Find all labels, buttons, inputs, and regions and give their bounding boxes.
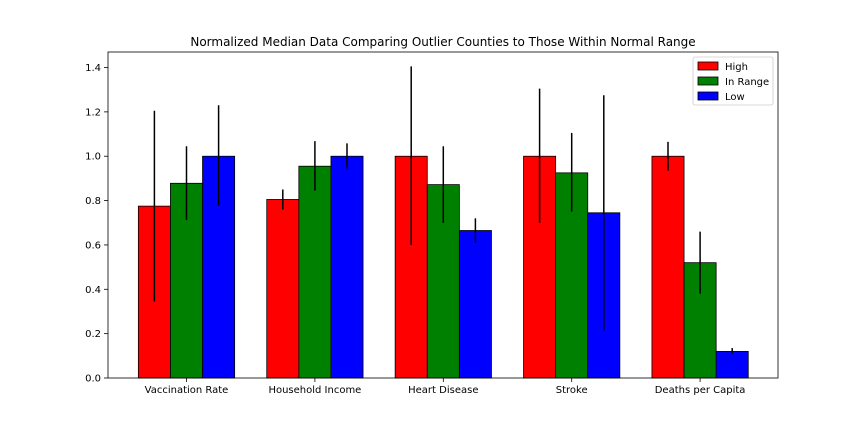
plot-frame <box>107 51 779 379</box>
bar-high-household-income <box>266 199 300 379</box>
x-tick-label-heart-disease: Heart Disease <box>408 385 478 396</box>
legend-label-in-range: In Range <box>725 77 769 88</box>
x-tick-label-vaccination-rate: Vaccination Rate <box>145 385 229 396</box>
legend-swatch-high <box>697 61 719 71</box>
bar-in-range-household-income <box>298 165 332 379</box>
x-tick-label-household-income: Household Income <box>268 385 361 396</box>
bars-layer <box>137 155 749 379</box>
bar-high-deaths-per-capita <box>651 155 685 379</box>
legend-swatch-in-range <box>697 76 719 86</box>
y-tick-label: 0.6 <box>85 240 101 251</box>
bar-low-heart-disease <box>458 230 492 379</box>
y-tick-label: 0.8 <box>85 196 101 207</box>
x-tick-label-stroke: Stroke <box>556 385 588 396</box>
legend: High In Range Low <box>692 56 774 106</box>
y-tick-label: 0.2 <box>85 329 101 340</box>
legend-swatch-low <box>697 91 719 101</box>
y-tick-label: 0.4 <box>85 285 101 296</box>
y-tick-label: 0.0 <box>85 374 101 385</box>
x-tick-label-deaths-per-capita: Deaths per Capita <box>655 385 746 396</box>
y-tick-label: 1.4 <box>85 63 101 74</box>
axes-layer: Vaccination Rate Household Income Heart Di… <box>85 51 779 396</box>
error-bars-layer <box>153 66 733 354</box>
legend-label-low: Low <box>725 92 745 103</box>
y-tick-label: 1.0 <box>85 152 101 163</box>
bar-low-household-income <box>330 155 364 379</box>
legend-label-high: High <box>725 62 748 73</box>
chart-title: Normalized Median Data Comparing Outlier… <box>190 35 695 49</box>
y-tick-label: 1.2 <box>85 107 101 118</box>
bar-low-deaths-per-capita <box>715 350 749 379</box>
